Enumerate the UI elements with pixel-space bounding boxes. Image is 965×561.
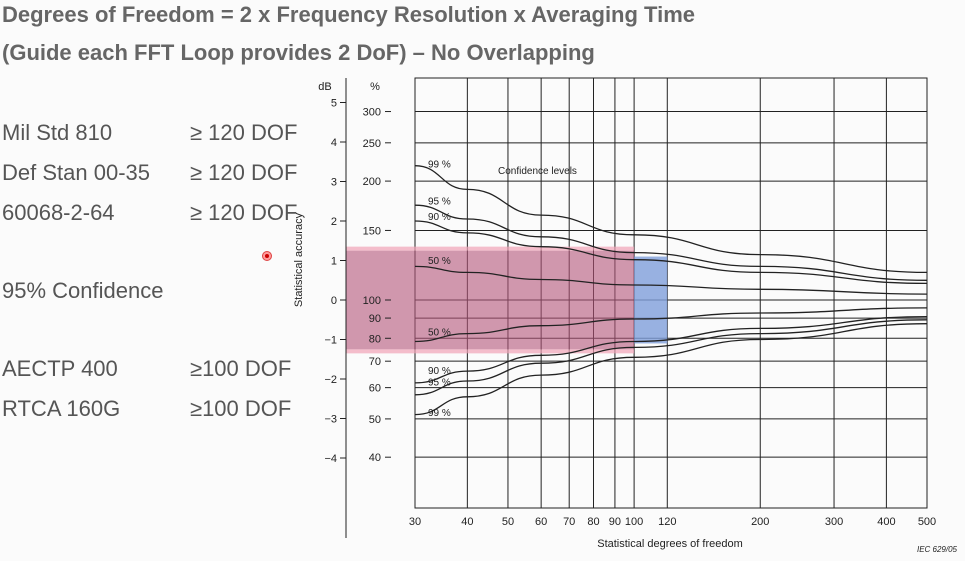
standard-row-mil-std-810: Mil Std 810 ≥ 120 DOF: [2, 120, 297, 146]
standard-requirement: ≥ 120 DOF: [190, 160, 298, 185]
series-label: 95 %: [428, 377, 451, 388]
series-label: 50 %: [428, 328, 451, 339]
x-tick-label: 400: [877, 516, 895, 528]
x-tick-label: 200: [751, 516, 769, 528]
pct-tick-label: 60: [369, 383, 381, 395]
x-tick-label: 50: [502, 516, 514, 528]
x-tick-label: 70: [563, 516, 575, 528]
series-label: 90 %: [428, 366, 451, 377]
pct-tick-label: 70: [369, 356, 381, 368]
db-tick-label: −4: [324, 453, 337, 465]
db-tick-label: −2: [324, 374, 337, 386]
confidence-label: 95% Confidence: [2, 278, 164, 303]
pct-tick-label: 50: [369, 414, 381, 426]
db-tick-label: 0: [331, 295, 337, 307]
x-tick-label: 30: [409, 516, 421, 528]
x-tick-label: 300: [825, 516, 843, 528]
db-tick-label: 4: [331, 137, 337, 149]
highlight-band-dof-100: [346, 250, 635, 350]
pct-tick-label: 150: [363, 225, 381, 237]
standard-name: AECTP 400: [2, 356, 118, 381]
series-label: 90 %: [428, 212, 451, 223]
standard-requirement: ≥100 DOF: [190, 356, 292, 381]
series-line: [414, 204, 928, 281]
standard-requirement: ≥100 DOF: [190, 396, 292, 421]
standard-name: 60068-2-64: [2, 200, 115, 225]
standard-row-rtca-160g: RTCA 160G ≥100 DOF: [2, 396, 291, 422]
x-tick-label: 120: [658, 516, 676, 528]
db-axis-unit: dB: [318, 81, 331, 93]
db-tick-label: 2: [331, 216, 337, 228]
x-tick-label: 40: [461, 516, 473, 528]
standard-requirement: ≥ 120 DOF: [190, 120, 298, 145]
highlight-band-glow-bottom: [346, 349, 635, 354]
series-label: 99 %: [428, 408, 451, 419]
series-line: [414, 315, 928, 384]
series-line: [414, 265, 928, 295]
standard-row-def-stan: Def Stan 00-35 ≥ 120 DOF: [2, 160, 297, 186]
source-tag: IEC 629/05: [917, 545, 958, 554]
x-tick-label: 80: [587, 516, 599, 528]
laser-pointer-dot: [262, 251, 272, 261]
standard-row-60068: 60068-2-64 ≥ 120 DOF: [2, 200, 297, 226]
series-label: 95 %: [428, 197, 451, 208]
series-line: [414, 307, 928, 343]
x-axis-label: Statistical degrees of freedom: [597, 538, 743, 550]
series-line: [414, 323, 928, 416]
x-tick-label: 60: [535, 516, 547, 528]
pct-tick-label: 200: [363, 176, 381, 188]
highlight-band-dof-120: [634, 256, 668, 344]
series-line: [414, 319, 928, 396]
pct-tick-label: 250: [363, 138, 381, 150]
db-tick-label: −3: [324, 414, 337, 426]
series-label: 99 %: [428, 160, 451, 171]
pct-tick-label: 100: [363, 295, 381, 307]
slide-title-line1: Degrees of Freedom = 2 x Frequency Resol…: [2, 2, 695, 27]
pct-axis-unit: %: [370, 81, 380, 93]
highlight-band-glow-top: [346, 246, 635, 251]
pct-tick-label: 80: [369, 333, 381, 345]
series-label: 50 %: [428, 256, 451, 267]
x-tick-label: 90: [609, 516, 621, 528]
x-tick-label: 500: [918, 516, 936, 528]
standard-row-aectp-400: AECTP 400 ≥100 DOF: [2, 356, 291, 382]
standard-name: RTCA 160G: [2, 396, 121, 421]
db-tick-label: 3: [331, 177, 337, 189]
pct-tick-label: 300: [363, 107, 381, 119]
standard-name: Def Stan 00-35: [2, 160, 150, 185]
db-tick-label: 5: [331, 98, 337, 110]
series-line: [414, 220, 928, 285]
x-tick-label: 100: [625, 516, 643, 528]
db-tick-label: −1: [324, 335, 337, 347]
standard-requirement: ≥ 120 DOF: [190, 200, 298, 225]
pct-tick-label: 90: [369, 313, 381, 325]
pct-tick-label: 40: [369, 452, 381, 464]
slide-title-line2: (Guide each FFT Loop provides 2 DoF) – N…: [2, 40, 595, 65]
chart-title: Confidence levels: [498, 166, 577, 177]
db-tick-label: 1: [331, 256, 337, 268]
standard-name: Mil Std 810: [2, 120, 113, 145]
y-axis-label: Statistical accuracy: [293, 212, 305, 307]
series-line: [414, 165, 928, 274]
